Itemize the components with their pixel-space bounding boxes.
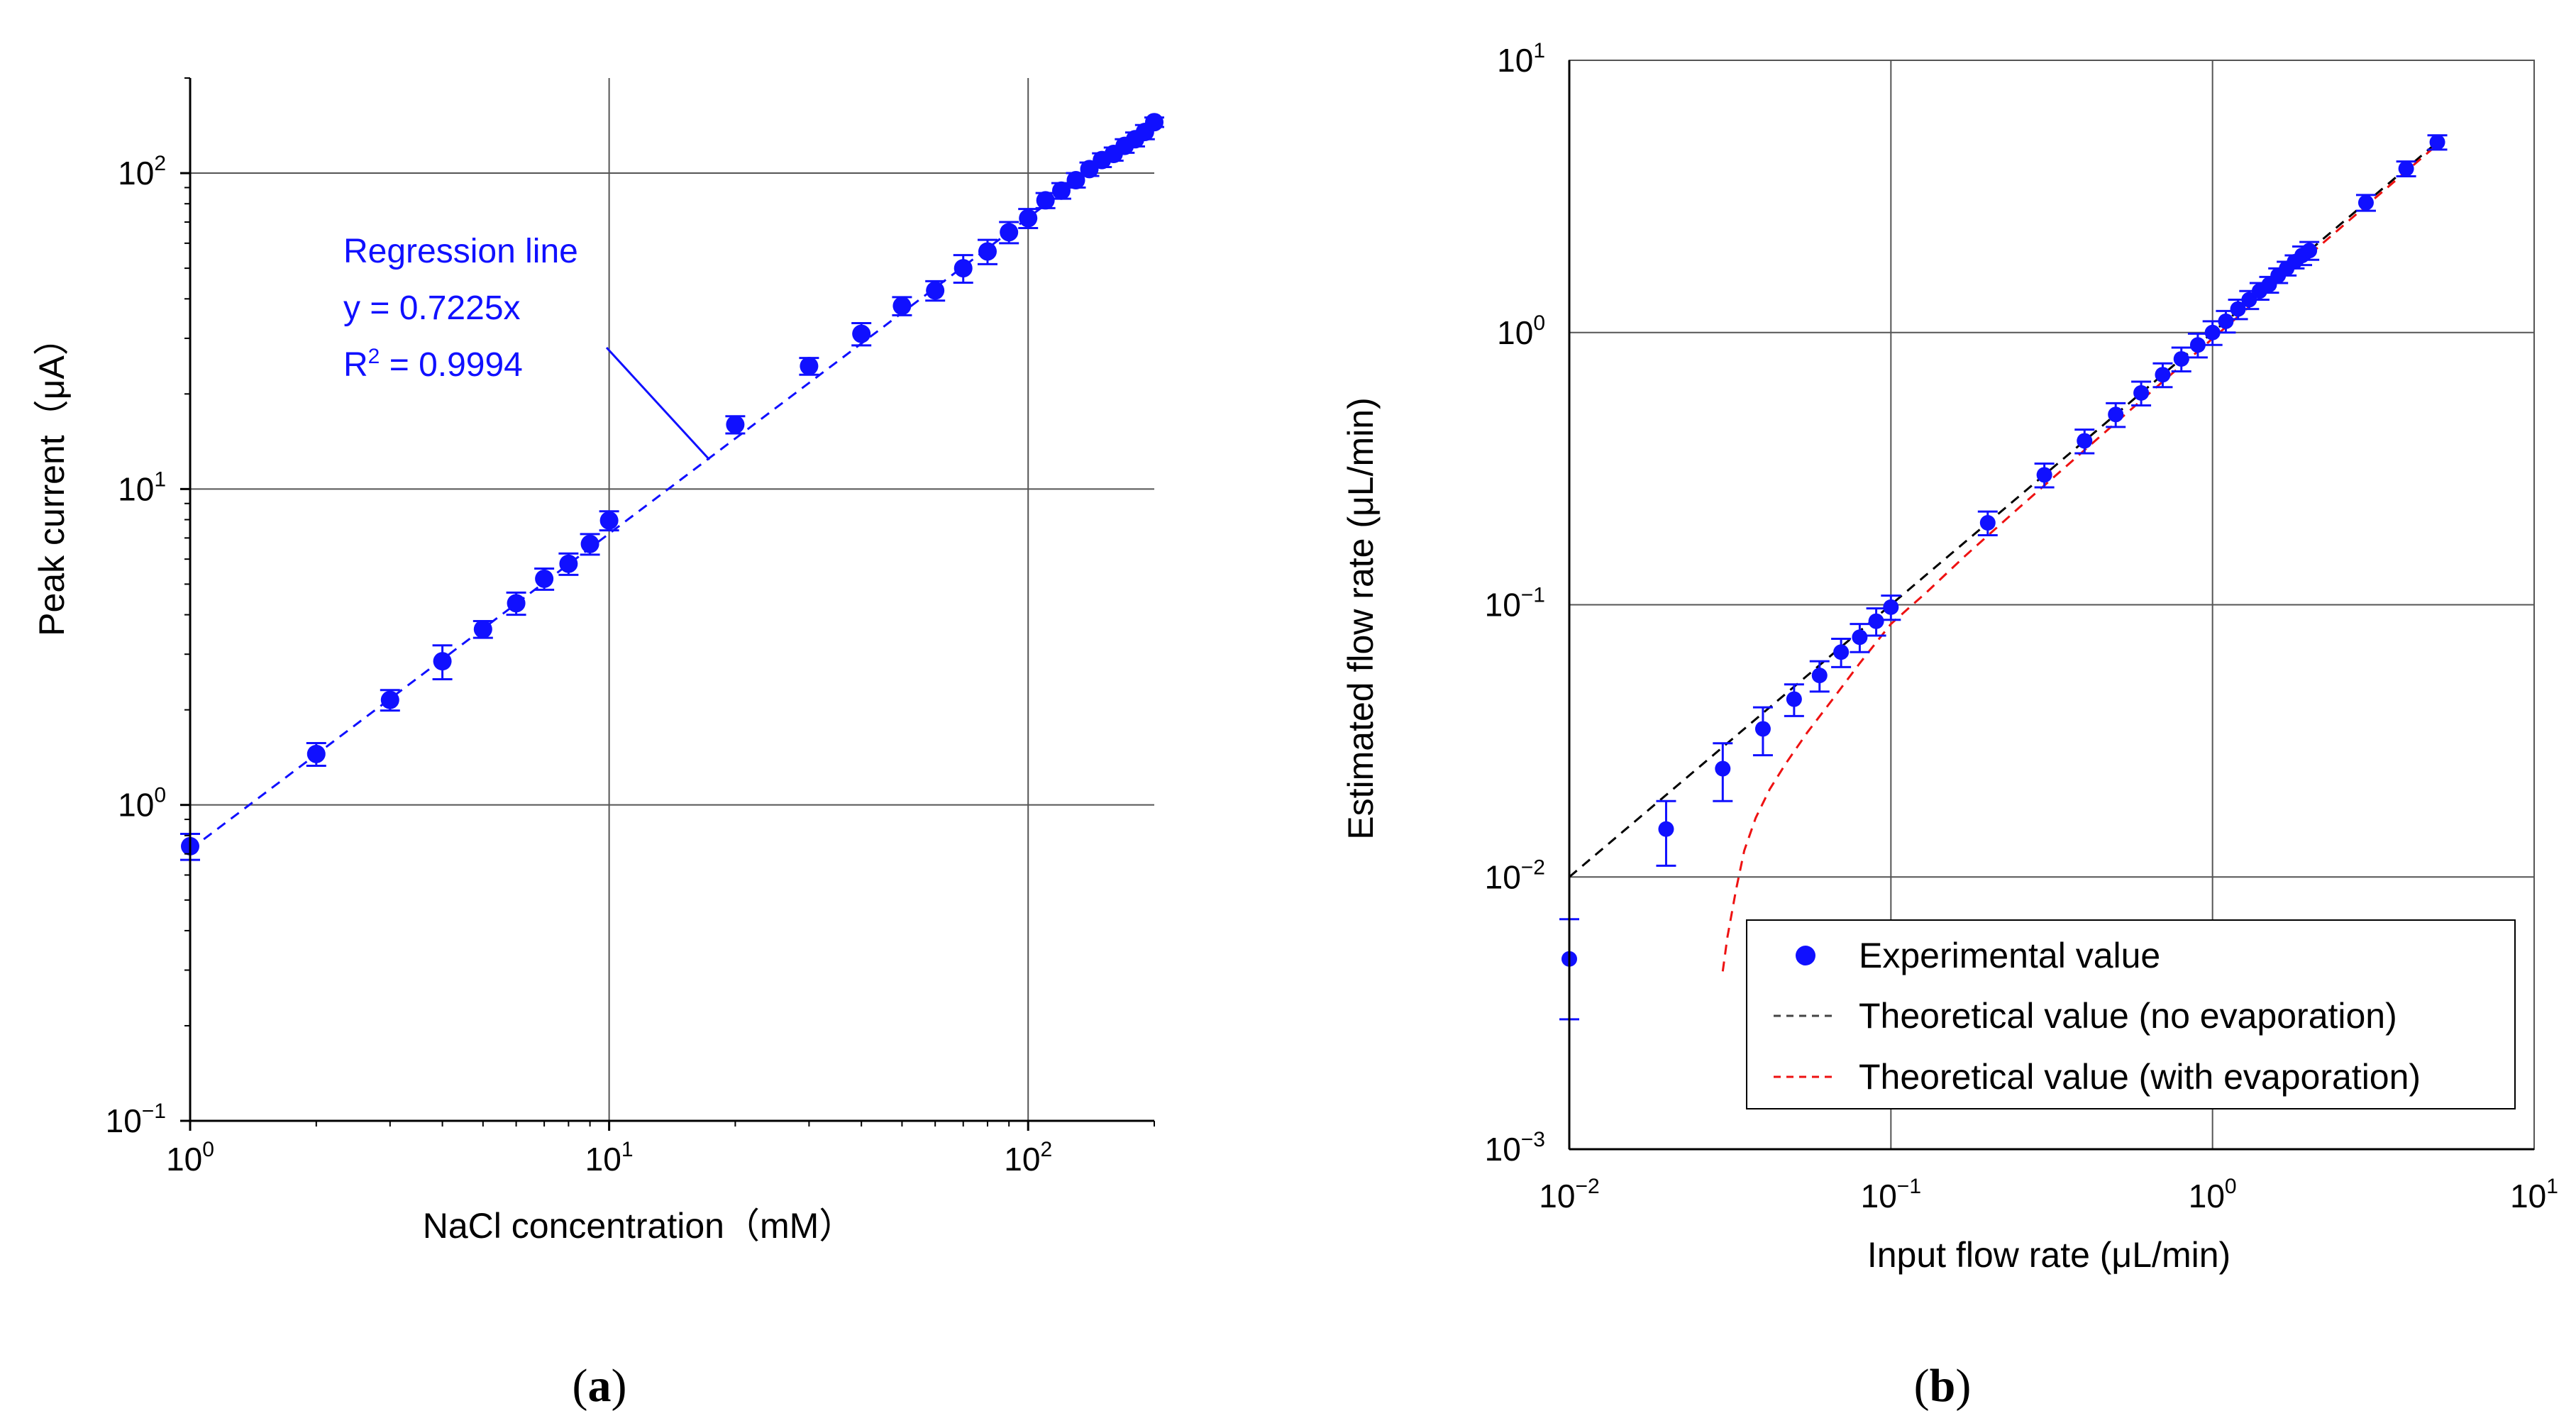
data-point: [2357, 194, 2374, 211]
regression-leader-line: [605, 346, 711, 461]
regression-r2-value: = 0.9994: [380, 346, 523, 384]
x-tick-label: 10−1: [1861, 1175, 1921, 1214]
legend-marker-experimental: [1796, 946, 1815, 965]
chart-b-tick-labels: 10−2 10−1 100 101 10−3 10−2 10−1 100 101: [1485, 39, 2558, 1214]
data-point: [892, 297, 912, 316]
data-point: [1145, 113, 1163, 132]
data-point: [1036, 191, 1055, 210]
chart-a-axes: [180, 77, 1155, 1131]
data-point: [2173, 350, 2189, 367]
chart-b: 10−2 10−1 100 101 10−3 10−2 10−1 100 101 Experim…: [1341, 39, 2558, 1412]
data-point: [1019, 209, 1038, 228]
data-point: [852, 324, 871, 343]
data-point: [1811, 668, 1828, 684]
data-point: [2398, 160, 2414, 177]
regression-equation: y = 0.7225x: [343, 289, 521, 327]
y-tick-label: 10−2: [1485, 856, 1545, 895]
data-point: [2429, 134, 2445, 150]
data-point: [473, 619, 492, 638]
data-point: [2077, 433, 2093, 449]
chart-b-points-layer: [1559, 134, 2448, 1021]
theory-line-no-evaporation: [1569, 141, 2438, 878]
data-point: [507, 594, 526, 613]
chart-a-ylabel: Peak current（μA）: [32, 320, 72, 636]
theory-line-with-evaporation: [1721, 143, 2438, 972]
legend-box: [1746, 919, 2516, 1109]
data-point: [559, 554, 578, 573]
y-tick-label: 101: [118, 467, 166, 507]
chart-a-regression-layer: [189, 121, 1155, 851]
panel-b-label: (b): [1914, 1360, 1972, 1412]
data-point: [1658, 821, 1674, 837]
data-point: [2301, 243, 2318, 259]
legend-label-experimental: Experimental value: [1859, 936, 2160, 975]
data-point: [1786, 691, 1802, 707]
chart-a-xlabel: NaCl concentration（mM）: [423, 1206, 855, 1246]
y-tick-label: 101: [1497, 39, 1545, 79]
data-point: [1715, 760, 1731, 777]
x-tick-label: 101: [585, 1138, 634, 1178]
regression-line: [189, 121, 1155, 851]
regression-r2-prefix: R: [343, 346, 368, 384]
legend-label-with-evaporation: Theoretical value (with evaporation): [1859, 1057, 2421, 1097]
y-tick-label: 102: [118, 152, 166, 192]
data-point: [1754, 721, 1771, 737]
y-tick-label: 10−1: [1485, 584, 1545, 624]
x-tick-label: 10−2: [1539, 1175, 1599, 1214]
data-point: [599, 511, 619, 530]
y-tick-label: 100: [1497, 311, 1545, 351]
data-point: [800, 357, 819, 376]
data-point: [2204, 324, 2221, 341]
data-point: [1000, 223, 1019, 242]
data-point: [2133, 384, 2150, 401]
chart-b-axes: [1568, 60, 2534, 1151]
data-point: [726, 415, 745, 434]
regression-r2-sup: 2: [368, 345, 380, 368]
regression-title: Regression line: [343, 233, 578, 270]
chart-b-xlabel: Input flow rate (μL/min): [1867, 1235, 2230, 1275]
data-point: [1833, 644, 1850, 660]
regression-r2: R2 = 0.9994: [343, 345, 523, 384]
data-point: [2155, 367, 2171, 383]
chart-b-legend: Experimental value Theoretical value (no…: [1746, 919, 2516, 1109]
data-point: [433, 652, 452, 671]
data-point: [1868, 613, 1884, 629]
y-tick-label: 10−1: [106, 1100, 166, 1139]
data-point: [2230, 301, 2246, 317]
data-point: [2108, 406, 2124, 423]
panel-a-label: (a): [573, 1360, 627, 1412]
chart-a-points-layer: [180, 113, 1164, 861]
chart-b-ylabel: Estimated flow rate (μL/min): [1341, 397, 1381, 839]
data-point: [2218, 313, 2234, 329]
data-point: [926, 281, 945, 300]
x-tick-label: 102: [1004, 1138, 1052, 1178]
data-point: [535, 569, 554, 588]
x-tick-label: 100: [2189, 1175, 2237, 1214]
data-point: [306, 744, 326, 763]
data-point: [580, 534, 599, 553]
x-tick-label: 100: [166, 1138, 214, 1178]
legend-label-no-evaporation: Theoretical value (no evaporation): [1859, 996, 2397, 1036]
data-point: [380, 690, 399, 709]
data-point: [1979, 514, 1996, 531]
data-point: [978, 242, 997, 261]
data-point: [1051, 181, 1071, 200]
y-tick-label: 10−3: [1485, 1128, 1545, 1168]
y-tick-label: 100: [118, 784, 166, 824]
chart-a-grid: [190, 78, 1154, 1121]
data-point: [2241, 292, 2257, 308]
x-tick-label: 101: [2510, 1175, 2558, 1214]
data-point: [1852, 629, 1868, 646]
data-point: [953, 259, 973, 278]
chart-b-theory-layer: [1569, 141, 2438, 972]
data-point: [2189, 337, 2206, 353]
data-point: [1883, 599, 1899, 615]
data-point: [2036, 467, 2052, 483]
